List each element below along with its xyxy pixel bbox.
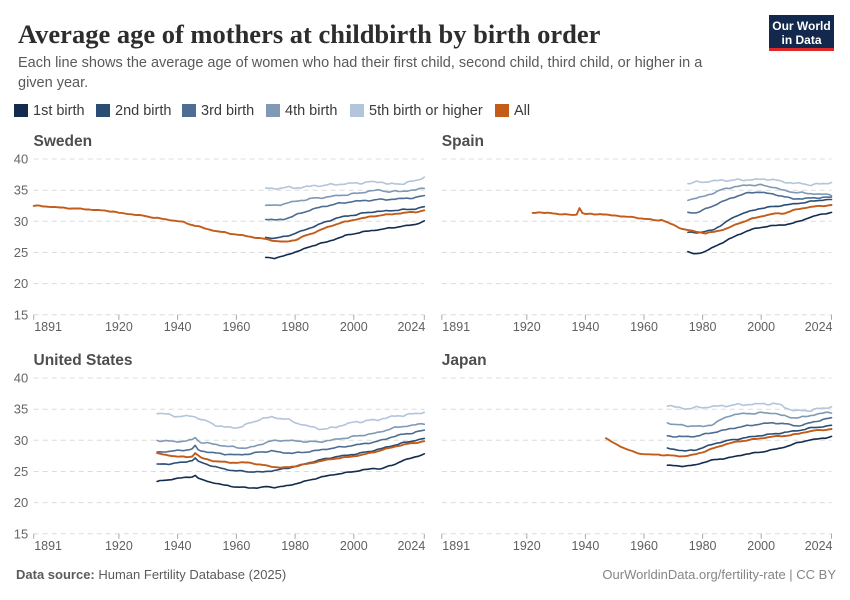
svg-text:1920: 1920 [105,320,133,334]
svg-text:2000: 2000 [340,320,368,334]
svg-text:35: 35 [14,402,28,417]
svg-text:1980: 1980 [281,539,309,553]
svg-text:15: 15 [14,307,28,322]
svg-text:2024: 2024 [805,320,833,334]
svg-text:40: 40 [14,152,28,167]
svg-text:1891: 1891 [34,320,62,334]
svg-text:2000: 2000 [747,320,775,334]
svg-text:20: 20 [14,495,28,510]
svg-text:Spain: Spain [442,133,484,150]
svg-text:20: 20 [14,276,28,291]
svg-text:1891: 1891 [34,539,62,553]
svg-text:1960: 1960 [222,320,250,334]
svg-text:1940: 1940 [164,539,192,553]
svg-text:1980: 1980 [689,539,717,553]
svg-text:1980: 1980 [281,320,309,334]
svg-text:Japan: Japan [442,352,487,369]
svg-text:1891: 1891 [442,539,470,553]
svg-text:1980: 1980 [689,320,717,334]
svg-text:1940: 1940 [571,539,599,553]
svg-text:30: 30 [14,214,28,229]
svg-text:1960: 1960 [630,539,658,553]
svg-text:1920: 1920 [105,539,133,553]
svg-text:2024: 2024 [397,320,425,334]
svg-text:1960: 1960 [222,539,250,553]
svg-text:25: 25 [14,245,28,260]
svg-text:2000: 2000 [747,539,775,553]
svg-text:1920: 1920 [513,320,541,334]
svg-text:25: 25 [14,464,28,479]
svg-text:United States: United States [34,352,133,369]
svg-text:30: 30 [14,433,28,448]
svg-text:1920: 1920 [513,539,541,553]
svg-text:1940: 1940 [164,320,192,334]
svg-text:1940: 1940 [571,320,599,334]
svg-text:40: 40 [14,371,28,386]
svg-text:1960: 1960 [630,320,658,334]
svg-text:2024: 2024 [397,539,425,553]
svg-text:35: 35 [14,183,28,198]
svg-text:15: 15 [14,526,28,541]
svg-text:2000: 2000 [340,539,368,553]
svg-text:1891: 1891 [442,320,470,334]
svg-text:2024: 2024 [805,539,833,553]
svg-text:Sweden: Sweden [34,133,93,150]
